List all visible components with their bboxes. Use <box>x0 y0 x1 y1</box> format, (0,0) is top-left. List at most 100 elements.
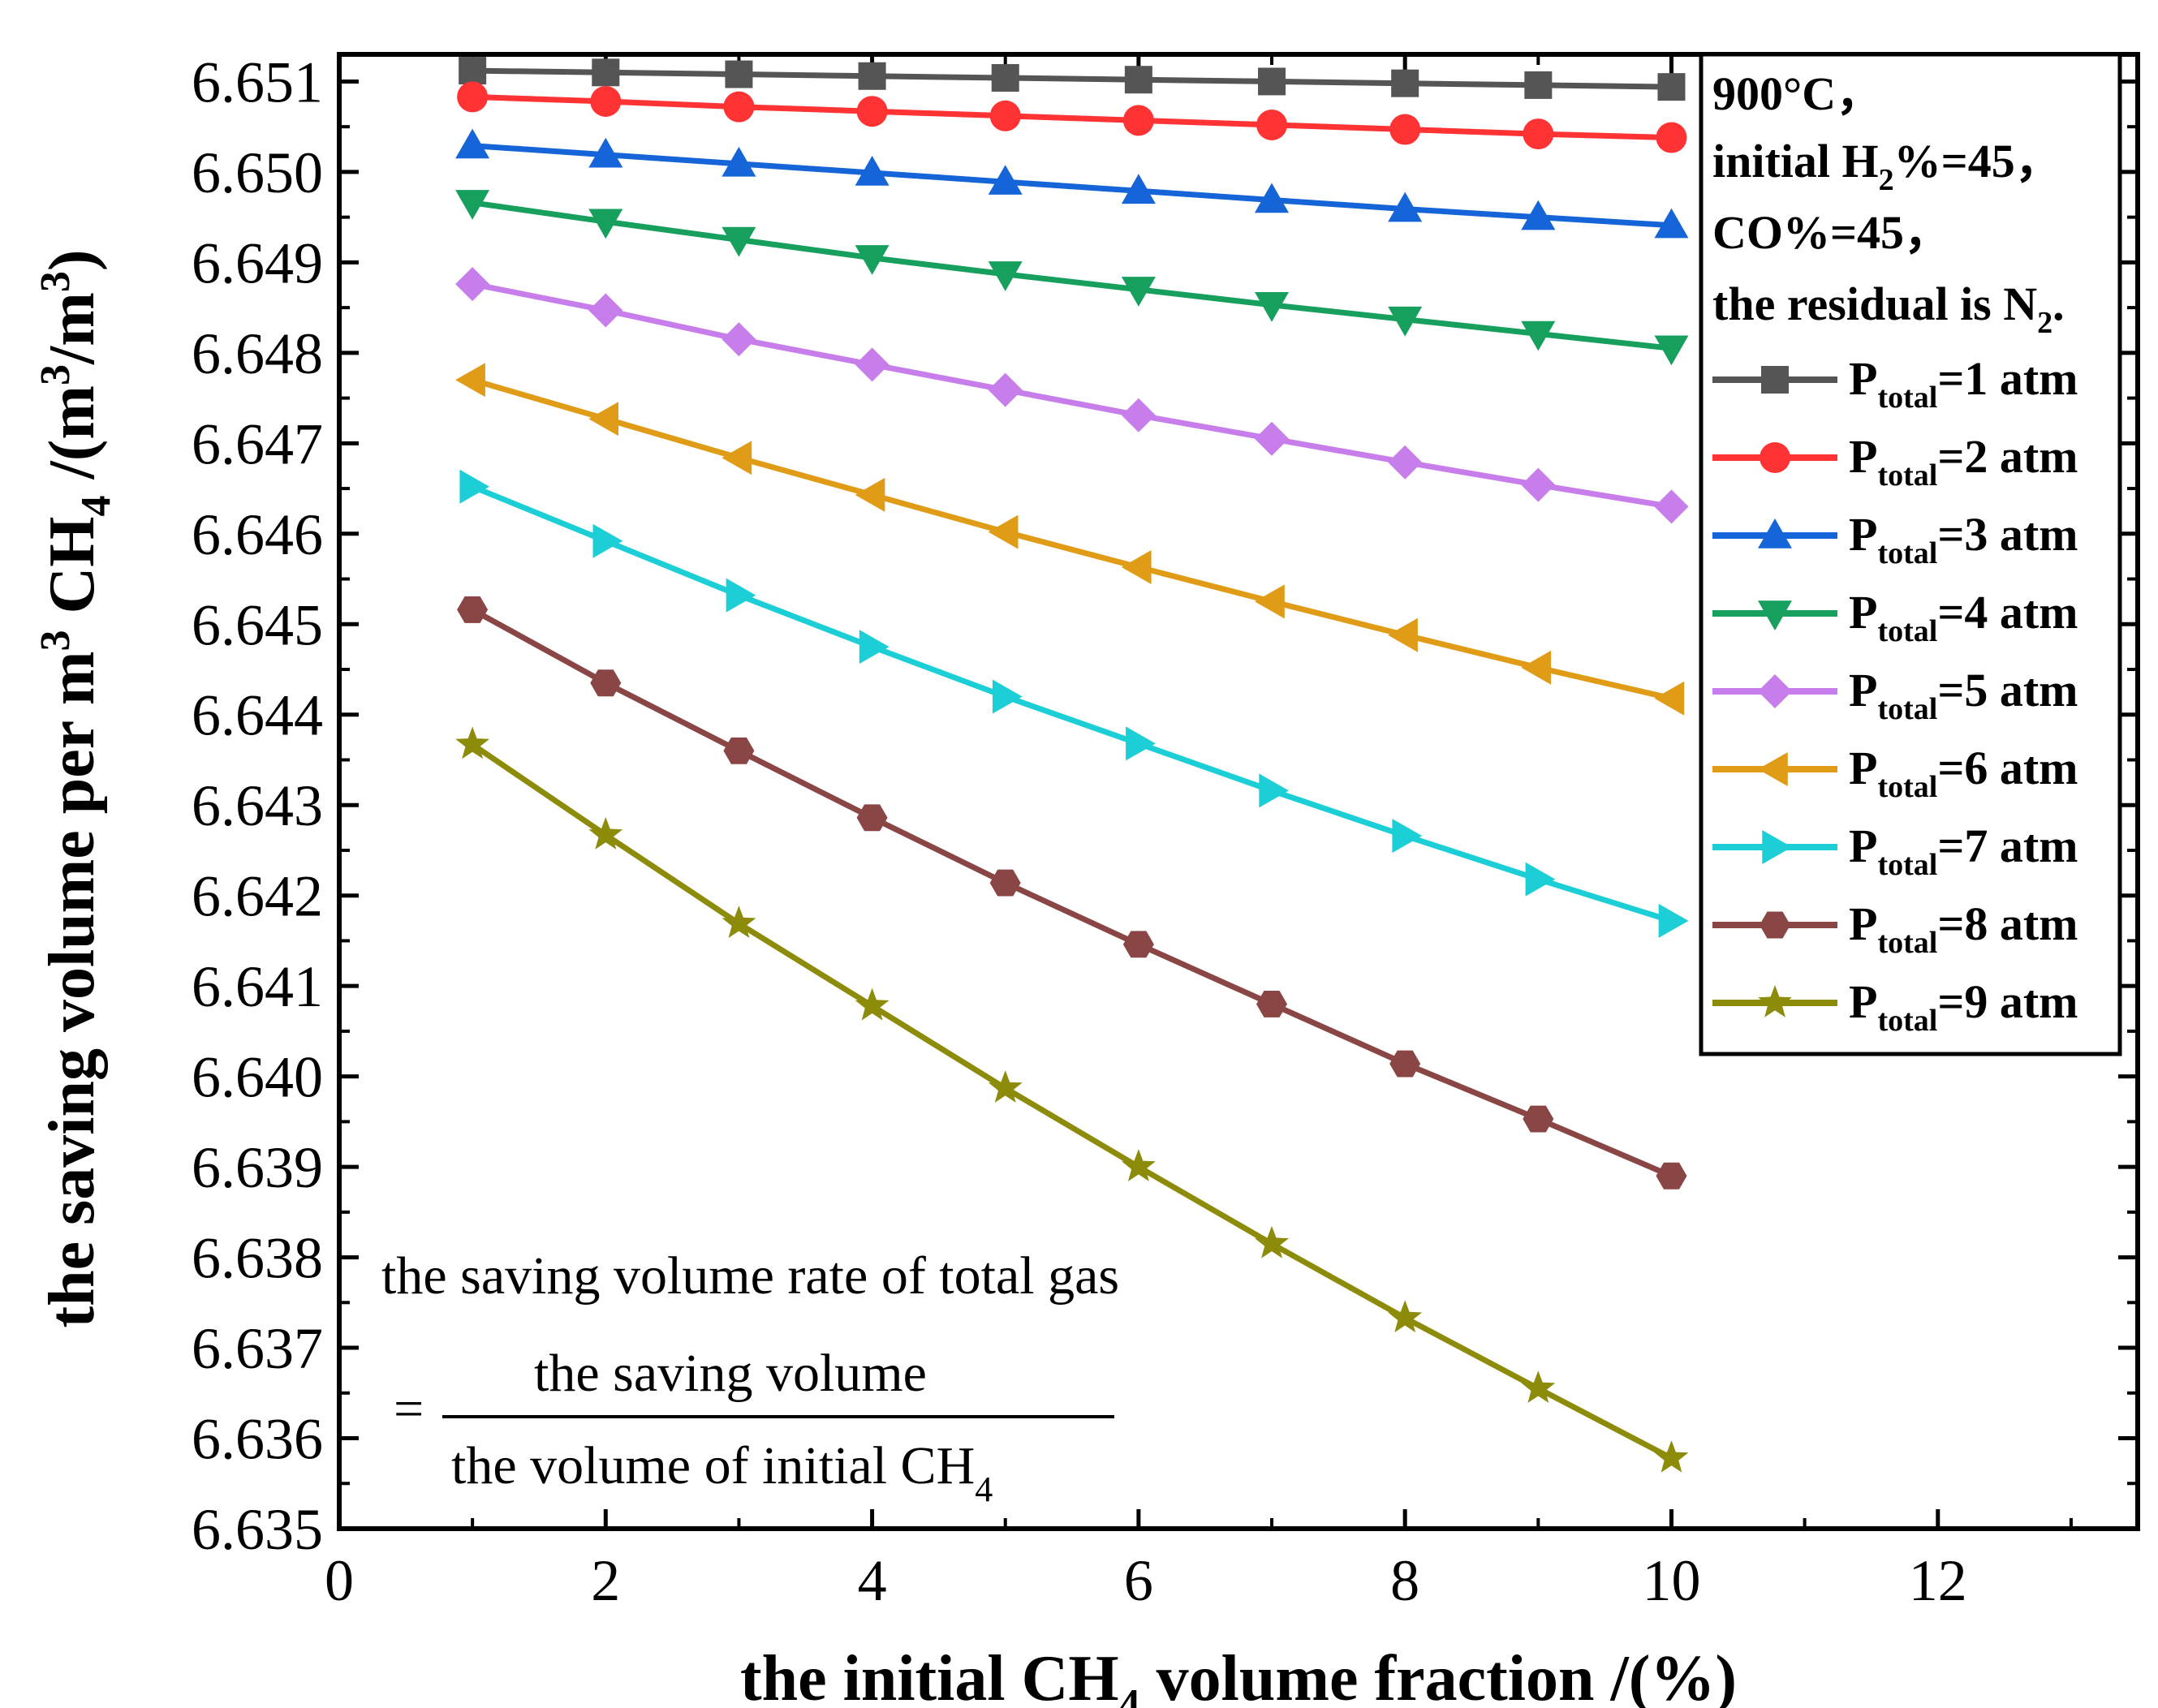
y-tick-label: 6.639 <box>192 1135 323 1200</box>
series-5-point <box>455 267 490 302</box>
y-tick-label: 6.645 <box>192 592 323 657</box>
series-5-point <box>1121 398 1156 432</box>
y-tick-label: 6.643 <box>192 773 323 838</box>
legend-label-sub: total <box>1877 770 1937 804</box>
legend-label: Ptotal=1 atm <box>1849 352 2078 415</box>
legend-entry-8: Ptotal=8 atm <box>1712 897 2078 960</box>
series-4-point <box>588 209 623 239</box>
legend-label-main: P <box>1849 820 1877 872</box>
series-6-point <box>1654 681 1685 716</box>
series-2-point <box>856 96 888 127</box>
series-6-point <box>855 477 885 512</box>
legend-header-line-4-sub: 2 <box>2037 306 2052 340</box>
legend-label: Ptotal=2 atm <box>1849 430 2078 493</box>
series-9-point <box>1654 1440 1689 1473</box>
series-4-point <box>1521 321 1556 351</box>
series-2-point <box>1523 118 1554 150</box>
legend-label-rest: =9 atm <box>1937 975 2078 1028</box>
series-3-point <box>455 128 490 159</box>
legend-swatch-marker <box>1758 518 1792 549</box>
series-5-point <box>588 293 623 328</box>
legend-header-line-4-main: the residual is N <box>1712 277 2037 330</box>
legend-label-sub: total <box>1877 926 1937 960</box>
annotation-denominator: the volume of initial CH4 <box>451 1436 993 1509</box>
series-3-point <box>1255 183 1289 213</box>
series-5-line <box>472 281 1673 510</box>
legend-swatch-marker <box>1758 985 1792 1017</box>
series-6-point <box>1521 650 1552 685</box>
series-9-point <box>721 906 756 938</box>
legend-label-sub: total <box>1877 536 1937 570</box>
y-tick-label: 6.647 <box>192 411 323 476</box>
x-axis-title: the initial CH4 volume fraction /(%) <box>740 1643 1737 1708</box>
legend-label-sub: total <box>1877 458 1937 493</box>
series-3-point <box>855 156 889 186</box>
legend-label: Ptotal=4 atm <box>1849 586 2078 648</box>
series-8-point <box>1256 991 1287 1017</box>
series-7-point <box>592 523 623 558</box>
series-5-point <box>1654 489 1689 524</box>
series-4-point <box>455 190 490 220</box>
legend-label-rest: =4 atm <box>1937 586 2078 639</box>
series-5-point <box>855 347 889 382</box>
series-7-point <box>1658 903 1689 938</box>
series-9-point <box>1255 1225 1289 1258</box>
formula-annotation: the saving volume rate of total gas = th… <box>381 1246 1119 1509</box>
x-axis-ticks: 0 2 4 6 8 10 12 <box>325 54 2073 1613</box>
legend-label-rest: =8 atm <box>1937 897 2078 950</box>
y-axis-title-part-3: /(m <box>37 385 108 496</box>
series-1-point <box>1124 66 1152 94</box>
series-9-point <box>1122 1149 1156 1181</box>
series-9-point <box>588 817 623 850</box>
series-7-point <box>1392 819 1423 854</box>
series-7-point <box>1126 726 1156 761</box>
series-4 <box>455 190 1689 366</box>
legend-header-line-2-main: initial H <box>1712 135 1879 187</box>
series-3-point <box>1654 208 1689 239</box>
legend-swatch-marker <box>1760 442 1790 473</box>
legend-header-line-4-rest: . <box>2052 277 2065 330</box>
y-tick-label: 6.640 <box>192 1045 323 1110</box>
legend-label-main: P <box>1849 664 1877 716</box>
annotation-denominator-sub: 4 <box>975 1469 993 1509</box>
series-7-line <box>471 484 1673 924</box>
legend-label-rest: =1 atm <box>1937 352 2078 405</box>
legend-label-sub: total <box>1877 692 1937 726</box>
y-axis-title-sup-3: 3 <box>32 271 79 292</box>
series-1-point <box>991 63 1019 92</box>
series-2-point <box>1122 105 1154 136</box>
y-axis-ticks: 6.635 6.636 6.637 6.638 6.639 6.640 6.641 6.642… <box>192 49 2138 1562</box>
series-3-point <box>588 137 623 168</box>
series-8-point <box>1656 1162 1687 1190</box>
x-tick-label: 0 <box>325 1548 354 1613</box>
x-axis-title-rest: volume fraction /(%) <box>1140 1643 1737 1708</box>
legend-header-line-2-rest: %=45， <box>1894 135 2062 187</box>
x-tick-label: 2 <box>591 1548 620 1613</box>
x-tick-label: 8 <box>1390 1548 1419 1613</box>
legend-label-sub: total <box>1877 381 1937 415</box>
y-tick-label: 6.648 <box>192 321 323 386</box>
series-7-point <box>459 469 490 504</box>
annotation-numerator: the saving volume <box>534 1344 927 1403</box>
x-tick-label: 6 <box>1124 1548 1153 1613</box>
y-axis-title-part-4: /m <box>37 292 108 365</box>
legend-label-main: P <box>1849 897 1877 950</box>
series-4-point <box>1121 277 1156 307</box>
series-9-point <box>1388 1300 1423 1333</box>
legend-label-sub: total <box>1877 614 1937 648</box>
legend-swatch-marker <box>1758 674 1792 708</box>
x-axis-title-main: the initial CH <box>740 1643 1119 1708</box>
legend-label-sub: total <box>1877 848 1937 882</box>
series-2-point <box>1656 122 1687 153</box>
series-6-point <box>1121 550 1152 584</box>
legend-header-line-4: the residual is N2. <box>1712 277 2065 340</box>
series-8-point <box>856 804 888 832</box>
series-8-point <box>457 596 489 623</box>
legend: 900°C， initial H2%=45， CO%=45， the resid… <box>1699 52 2122 1056</box>
legend-swatch-marker <box>1758 600 1792 630</box>
series-1-point <box>592 58 620 87</box>
series-4-line <box>472 200 1672 351</box>
series-1-point <box>1524 71 1553 99</box>
series-4-point <box>855 245 889 275</box>
